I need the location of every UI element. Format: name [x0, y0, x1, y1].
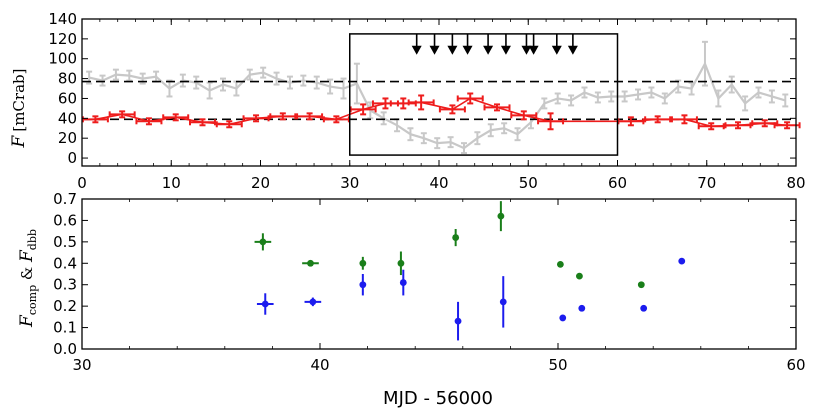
y-tick-label: 0 [67, 149, 77, 167]
blue-point [309, 298, 317, 306]
x-tick-label: 30 [72, 356, 91, 374]
bottom-ticks: 30 40 50 60 0.0 0.1 0.2 0.3 0.4 0.5 0.6 0.7 [53, 190, 805, 374]
highlight-box [349, 33, 619, 156]
bottom-plot-frame [81, 198, 797, 350]
x-tick-label: 70 [697, 174, 716, 192]
green-point [452, 234, 460, 241]
bottom-panel: 30 40 50 60 0.0 0.1 0.2 0.3 0.4 0.5 0.6 0.7 Fcomp &… [17, 190, 806, 409]
y-tick-label: 140 [48, 10, 77, 28]
top-ylabel: F[mCrab] [9, 69, 29, 149]
arrow-head [429, 45, 440, 55]
y-tick-label: 0.3 [53, 276, 77, 294]
y-tick-label: 120 [48, 30, 77, 48]
green-point [359, 259, 367, 267]
green-point [307, 259, 314, 267]
arrow-head [551, 45, 562, 55]
bottom-data-layer [254, 201, 686, 341]
y-tick-label: 20 [58, 129, 77, 147]
blue-point [499, 298, 507, 306]
x-tick-label: 30 [340, 174, 359, 192]
y-tick-label: 0.4 [53, 254, 77, 272]
green-point [637, 281, 645, 289]
green-point [497, 212, 505, 220]
arrow-head [447, 45, 458, 55]
blue-point [559, 314, 567, 322]
y-tick-label: 80 [58, 70, 77, 88]
blue-point [359, 281, 367, 289]
y-tick-label: 0.0 [53, 340, 77, 358]
blue-point [640, 304, 648, 312]
x-tick-label: 10 [162, 174, 181, 192]
arrow-head [528, 45, 539, 55]
blue-point [261, 300, 269, 308]
green-point [397, 259, 405, 267]
y-tick-label: 0.6 [53, 211, 77, 229]
x-tick-label: 40 [310, 356, 329, 374]
x-tick-label: 20 [251, 174, 270, 192]
y-tick-label: 0.1 [53, 319, 77, 337]
y-tick-label: 0.7 [53, 190, 77, 208]
blue-point [578, 304, 586, 312]
arrow-head [483, 45, 494, 55]
arrow-head [521, 45, 532, 55]
y-tick-label: 0.5 [53, 233, 77, 251]
x-tick-label: 50 [519, 174, 538, 192]
top-data-layer [81, 33, 801, 156]
arrow-head [462, 45, 473, 55]
green-point [259, 238, 267, 246]
arrow-head [567, 45, 578, 55]
x-tick-label: 50 [548, 356, 567, 374]
bottom-xlabel: MJD - 56000 [383, 388, 493, 409]
x-tick-label: 40 [429, 174, 448, 192]
x-tick-label: 60 [786, 356, 805, 374]
y-tick-label: 60 [58, 89, 77, 107]
arrow-head [500, 45, 511, 55]
bottom-ylabel: Fcomp & Fdbb [17, 229, 39, 328]
y-tick-label: 100 [48, 50, 77, 68]
blue-point [678, 257, 686, 265]
blue-point [454, 317, 462, 325]
x-tick-label: 0 [77, 174, 87, 192]
top-plot-frame [81, 18, 797, 167]
blue-point [399, 279, 407, 286]
x-tick-label: 80 [786, 174, 805, 192]
y-tick-label: 40 [58, 109, 77, 127]
green-point [556, 260, 564, 268]
y-tick-label: 0.2 [53, 297, 77, 315]
x-tick-label: 60 [608, 174, 627, 192]
arrow-head [411, 45, 422, 55]
green-point [576, 272, 583, 280]
